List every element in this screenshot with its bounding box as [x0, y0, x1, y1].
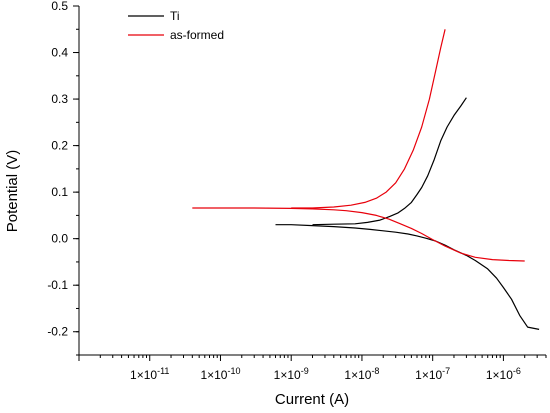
- series-layer: [192, 29, 540, 330]
- y-tick-label: 0.2: [51, 139, 68, 153]
- series-line-as-formed-1: [192, 207, 525, 262]
- x-axis-title: Current (A): [275, 391, 349, 408]
- x-tick-label: 1×10-6: [486, 366, 521, 382]
- legend: Ti as-formed: [128, 9, 224, 42]
- x-tick-label: 1×10-8: [344, 366, 379, 382]
- y-tick-label: 0.5: [51, 0, 68, 13]
- y-axis-ticks: -0.2 -0.1 0.0 0.1 0.2 0.3 0.4 0.5: [47, 0, 79, 356]
- y-axis-title: Potential (V): [4, 150, 21, 233]
- plot-frame: [78, 6, 546, 356]
- y-tick-label: -0.1: [47, 278, 68, 292]
- series-line-ti-2: [312, 97, 467, 226]
- x-axis-ticks: 1×10-11 1×10-10 1×10-9 1×10-8 1×10-7 1×10-6: [78, 355, 547, 382]
- series-line-as-formed-2: [291, 29, 446, 209]
- y-tick-label: 0.0: [51, 232, 68, 246]
- x-tick-label: 1×10-10: [200, 366, 240, 382]
- legend-label-ti: Ti: [170, 9, 180, 23]
- legend-label-as-formed: as-formed: [170, 28, 224, 42]
- x-tick-label: 1×10-11: [130, 366, 169, 382]
- y-tick-label: 0.1: [51, 185, 68, 199]
- x-tick-label: 1×10-7: [415, 366, 450, 382]
- x-tick-label: 1×10-9: [274, 366, 309, 382]
- series-line-ti-1: [275, 224, 540, 330]
- y-tick-label: -0.2: [47, 325, 68, 339]
- y-tick-label: 0.3: [51, 92, 68, 106]
- y-tick-label: 0.4: [51, 46, 68, 60]
